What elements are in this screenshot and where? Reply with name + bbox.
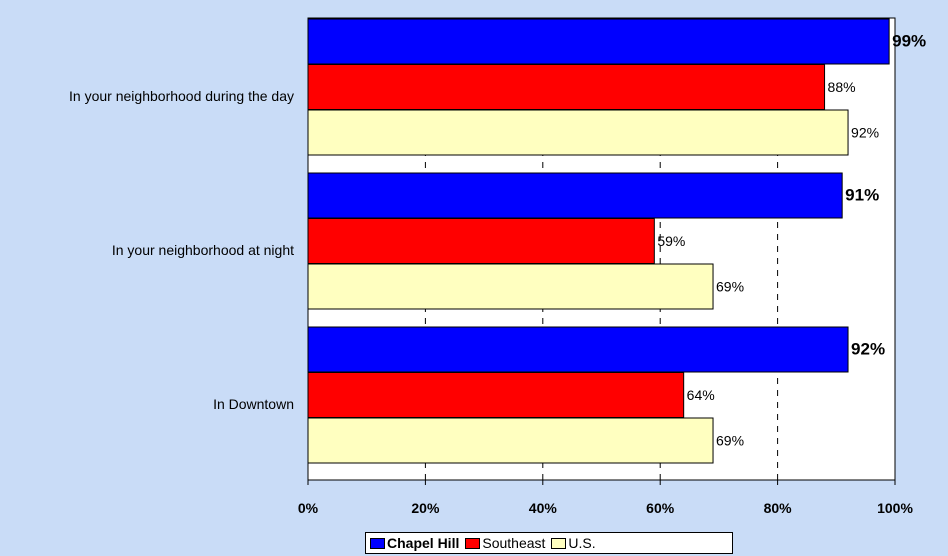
data-label: 69% [716,279,744,295]
x-tick-label: 20% [411,500,440,516]
data-label: 64% [687,387,715,403]
data-label: 69% [716,433,744,449]
bar [307,218,655,264]
legend-swatch [551,537,567,549]
legend-label: Southeast [482,535,546,551]
data-label: 88% [828,79,856,95]
plot-border [307,17,896,481]
data-label: 92% [851,125,879,141]
bar [307,18,890,65]
legend-item: Southeast [465,535,545,551]
data-label: 99% [892,32,926,51]
category-label: In Downtown [213,396,294,412]
legend-swatch [370,537,385,549]
bar [307,417,714,464]
x-tick-label: 40% [529,500,558,516]
legend-swatch [465,537,481,549]
bar [307,372,685,418]
legend: Chapel Hill Southeast U.S. [365,532,733,554]
x-tick-label: 100% [877,500,913,516]
data-label: 92% [851,340,885,359]
x-tick-label: 60% [646,500,675,516]
bar [307,109,849,156]
category-label: In your neighborhood during the day [69,88,294,104]
legend-label: Chapel Hill [387,535,460,551]
bar [307,172,843,219]
bar [307,326,849,373]
bar [307,64,826,110]
category-label: In your neighborhood at night [112,242,294,258]
legend-item: Chapel Hill [370,535,459,551]
data-label: 91% [845,186,879,205]
x-tick-label: 0% [298,500,319,516]
legend-label: U.S. [568,535,596,551]
x-tick-label: 80% [764,500,793,516]
legend-item: U.S. [551,535,596,551]
data-label: 59% [657,233,685,249]
bar [307,263,714,310]
